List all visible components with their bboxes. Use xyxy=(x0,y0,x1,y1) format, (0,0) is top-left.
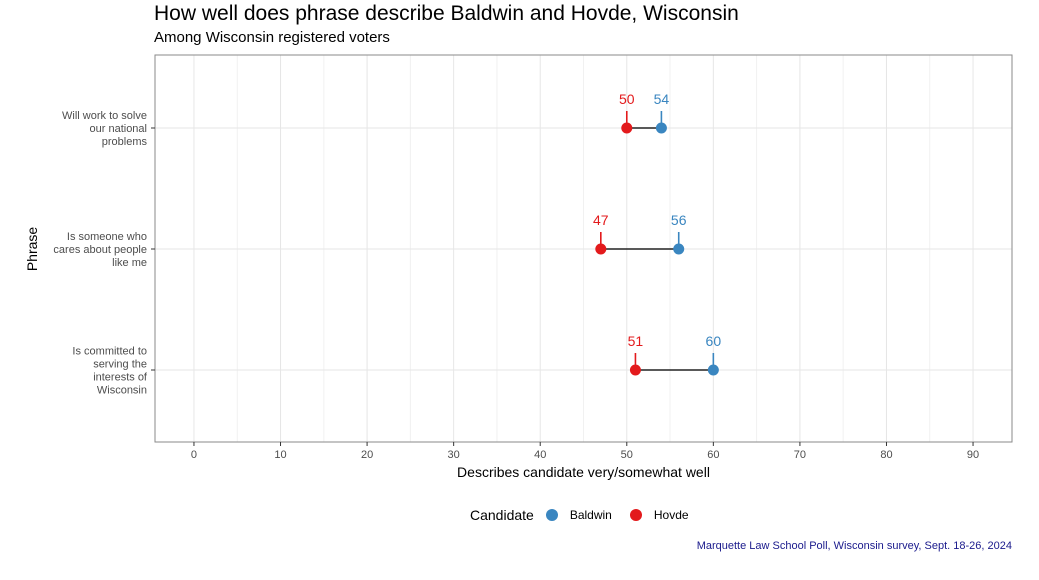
y-tick-label: Is committed to xyxy=(72,346,147,358)
legend-item-hovde: Hovde xyxy=(629,508,689,522)
x-tick-label: 50 xyxy=(621,449,633,461)
y-tick-label: Wisconsin xyxy=(97,385,147,397)
value-label: 60 xyxy=(706,333,722,349)
x-tick-label: 70 xyxy=(794,449,806,461)
y-tick-label: interests of xyxy=(93,372,148,384)
chart-title: How well does phrase describe Baldwin an… xyxy=(154,2,739,25)
legend-dot-icon xyxy=(545,509,558,521)
y-tick-label: Will work to solve xyxy=(62,110,147,122)
x-tick-label: 60 xyxy=(707,449,719,461)
value-label: 54 xyxy=(654,91,670,107)
x-tick-label: 20 xyxy=(361,449,373,461)
y-tick-label: cares about people xyxy=(53,244,147,256)
legend-item-baldwin: Baldwin xyxy=(545,508,612,522)
y-axis-title: Phrase xyxy=(24,227,40,272)
x-tick-label: 30 xyxy=(448,449,460,461)
data-point xyxy=(595,243,607,255)
y-tick-label: like me xyxy=(112,257,147,269)
y-tick-label: problems xyxy=(102,136,148,148)
y-tick-label: our national xyxy=(90,123,148,135)
data-point xyxy=(673,243,685,255)
legend-title: Candidate xyxy=(470,507,534,523)
x-tick-label: 40 xyxy=(534,449,546,461)
data-point xyxy=(707,364,719,376)
x-tick-label: 90 xyxy=(967,449,979,461)
value-label: 47 xyxy=(593,212,609,228)
x-tick-label: 0 xyxy=(191,449,197,461)
source-caption: Marquette Law School Poll, Wisconsin sur… xyxy=(696,540,1012,552)
value-label: 50 xyxy=(619,91,635,107)
x-tick-label: 80 xyxy=(880,449,892,461)
legend-label: Baldwin xyxy=(569,508,612,522)
y-tick-label: serving the xyxy=(93,359,147,371)
x-axis-title: Describes candidate very/somewhat well xyxy=(457,464,710,480)
legend: Candidate Baldwin Hovde xyxy=(470,506,707,524)
legend-label: Hovde xyxy=(653,508,689,522)
data-point xyxy=(655,122,667,134)
chart-subtitle: Among Wisconsin registered voters xyxy=(154,29,390,46)
value-label: 51 xyxy=(628,333,644,349)
y-tick-label: Is someone who xyxy=(67,231,147,243)
data-point xyxy=(621,122,633,134)
legend-dot-icon xyxy=(629,509,642,521)
value-label: 56 xyxy=(671,212,687,228)
x-tick-label: 10 xyxy=(274,449,286,461)
data-point xyxy=(629,364,641,376)
